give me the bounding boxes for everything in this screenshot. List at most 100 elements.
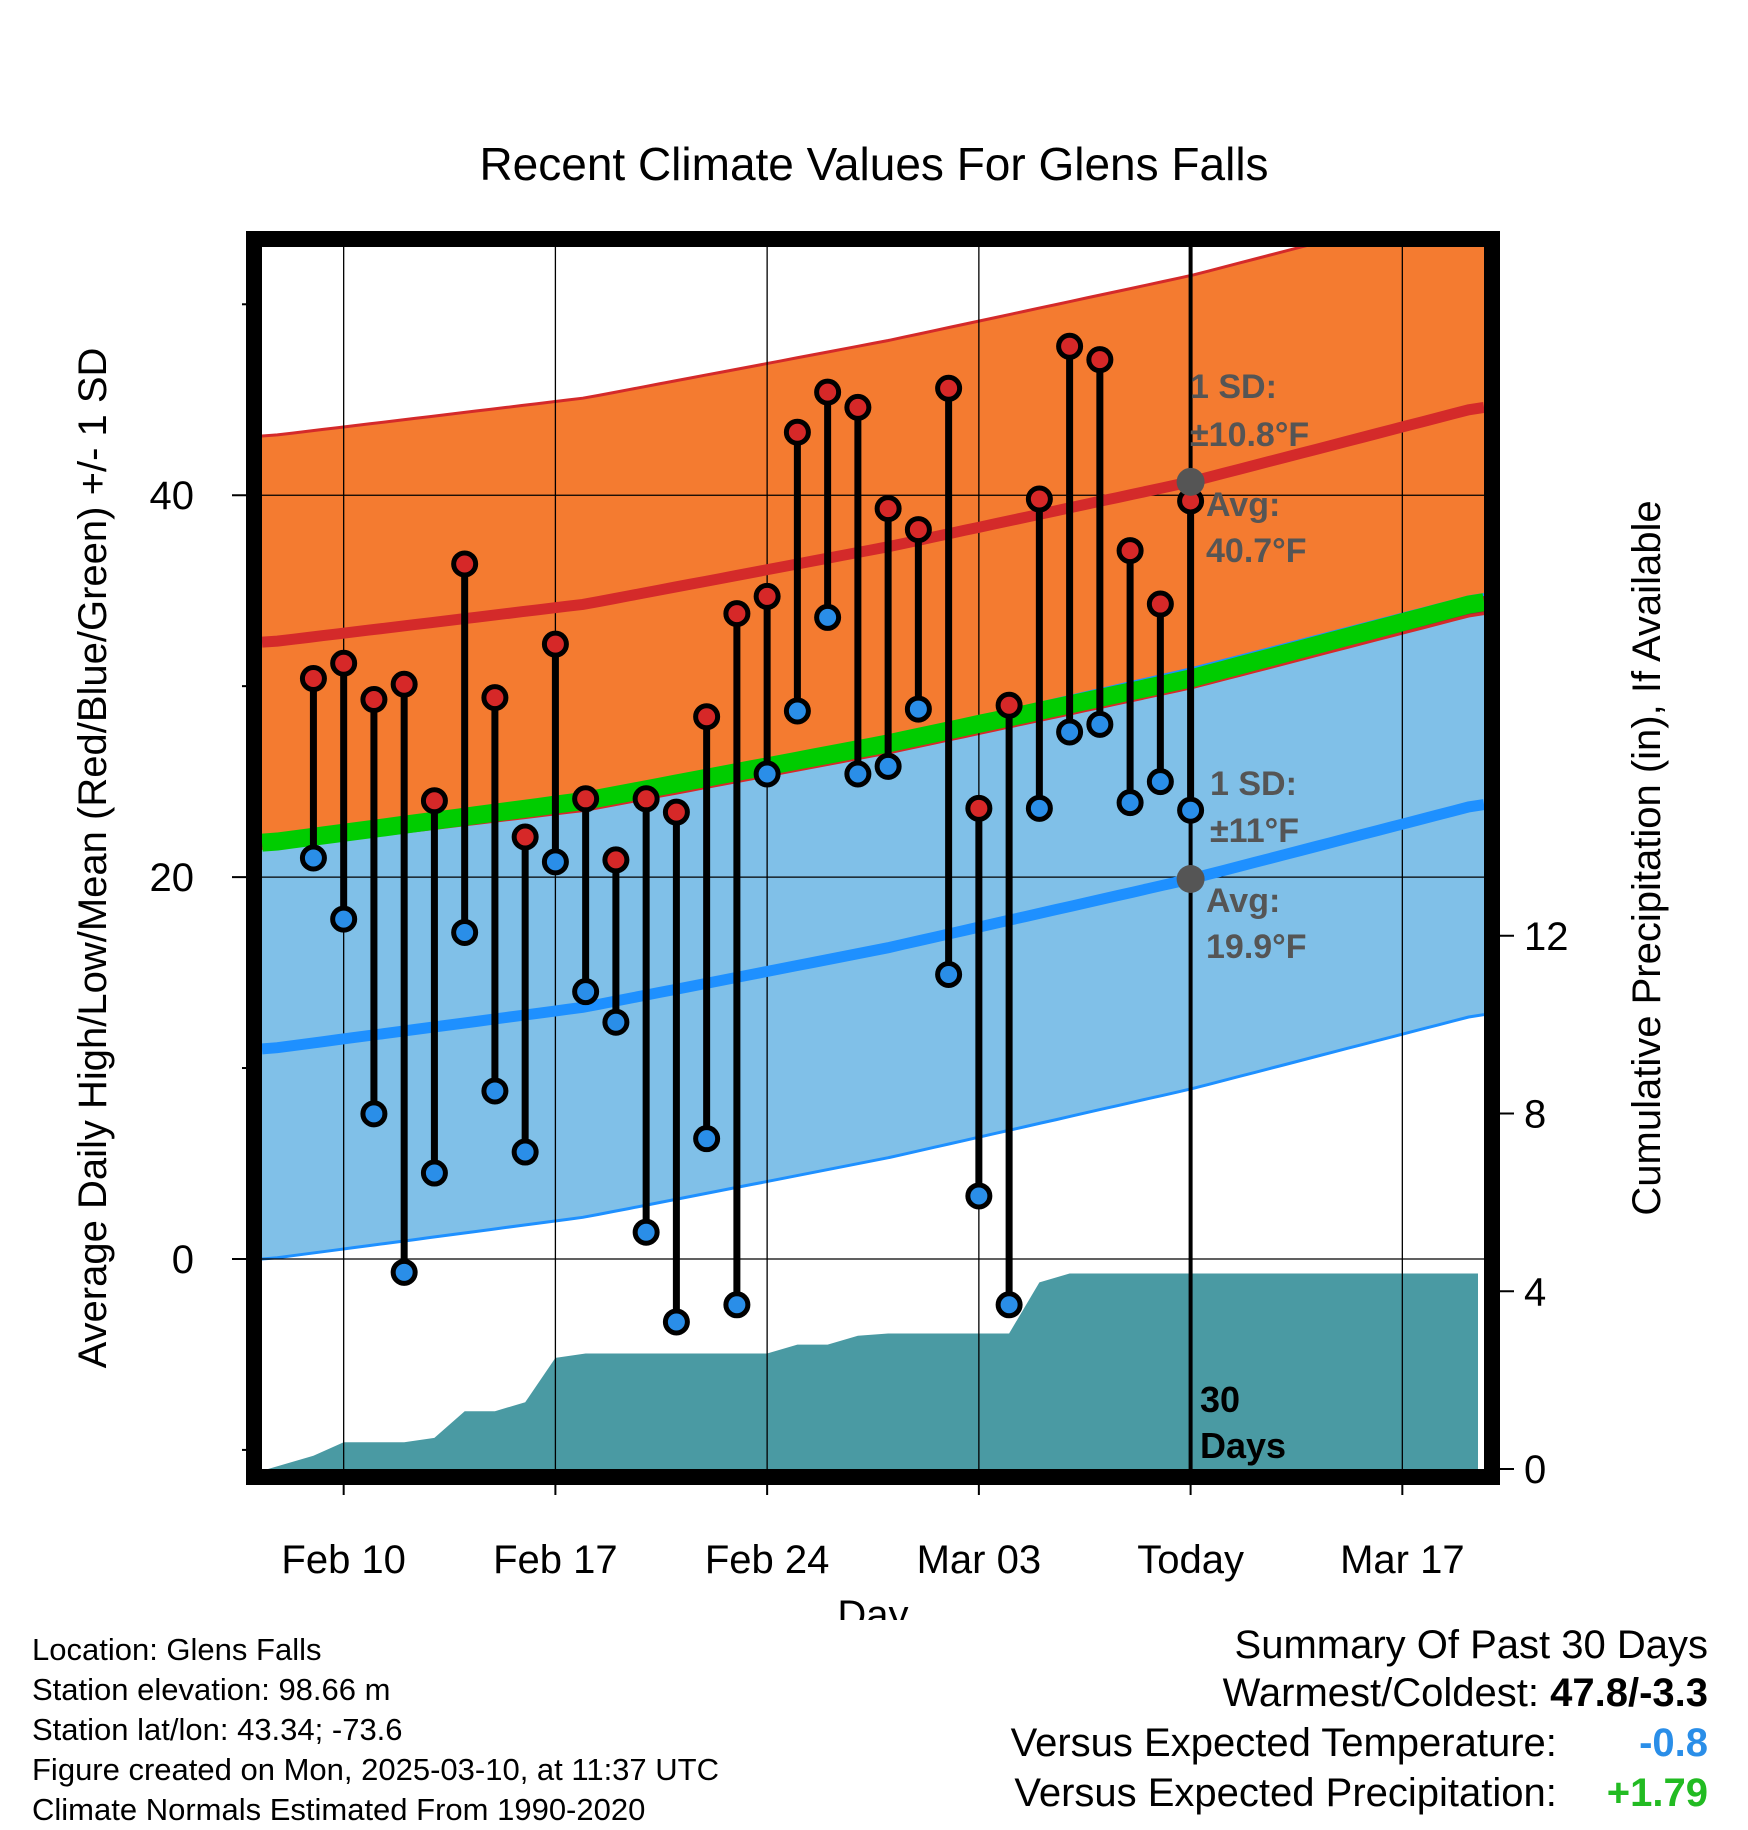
x-tick-label: Mar 17	[1340, 1538, 1465, 1582]
days-count-number: 30	[1200, 1379, 1240, 1420]
high-band-upper-edge	[262, 247, 1308, 438]
daily-high-point	[299, 665, 327, 693]
chart-title: Recent Climate Values For Glens Falls	[479, 138, 1268, 190]
daily-high-point	[783, 418, 811, 446]
summary-heading: Summary Of Past 30 Days	[1234, 1623, 1708, 1667]
daily-low-point	[1177, 796, 1205, 824]
daily-low-point	[904, 695, 932, 723]
x-tick-label: Feb 17	[493, 1538, 618, 1582]
daily-high-point	[965, 794, 993, 822]
daily-high-point	[723, 600, 751, 628]
daily-low-point	[753, 760, 781, 788]
low-sd-label: 1 SD:	[1210, 765, 1297, 803]
x-tick-label: Feb 24	[705, 1538, 830, 1582]
precip-label: Versus Expected Precipitation:	[1014, 1771, 1557, 1815]
y2-tick-label: 12	[1524, 915, 1569, 959]
daily-low-point	[360, 1100, 388, 1128]
y2-tick-label: 0	[1524, 1448, 1546, 1492]
daily-high-point	[1025, 485, 1053, 513]
daily-high-point	[935, 374, 963, 402]
daily-low-point	[874, 752, 902, 780]
daily-high-point	[420, 787, 448, 815]
daily-high-point	[1146, 590, 1174, 618]
daily-low-point	[390, 1258, 418, 1286]
low-avg-label: Avg:	[1206, 882, 1280, 920]
daily-high-point	[390, 670, 418, 698]
daily-low-point	[541, 848, 569, 876]
daily-high-point	[511, 823, 539, 851]
y-tick-label: 20	[150, 856, 195, 900]
daily-low-point	[935, 960, 963, 988]
daily-low-point	[662, 1308, 690, 1336]
daily-high-point	[662, 798, 690, 826]
y2-tick-label: 4	[1524, 1270, 1546, 1314]
high-avg-value: 40.7°F	[1206, 532, 1307, 570]
elevation-text: Station elevation: 98.66 m	[32, 1672, 391, 1707]
daily-high-point	[693, 703, 721, 731]
normals-text: Climate Normals Estimated From 1990-2020	[32, 1792, 646, 1827]
x-tick-label: Today	[1137, 1538, 1244, 1582]
plot-frame	[246, 231, 1500, 1485]
summary-panel: Summary Of Past 30 Days Warmest/Coldest:…	[1011, 1622, 1708, 1818]
daily-low-point	[1025, 794, 1053, 822]
y2-axis-label: Cumulative Precipitation (in), If Availa…	[1625, 500, 1669, 1215]
daily-low-point	[511, 1138, 539, 1166]
daily-low-point	[572, 978, 600, 1006]
daily-range-bars	[299, 332, 1205, 1336]
location-text: Location: Glens Falls	[32, 1632, 322, 1667]
created-text: Figure created on Mon, 2025-03-10, at 11…	[32, 1752, 719, 1787]
summary-warm-cold: Warmest/Coldest: 47.8/-3.3	[1011, 1668, 1708, 1718]
daily-high-point	[602, 846, 630, 874]
daily-high-point	[904, 516, 932, 544]
daily-low-point	[481, 1077, 509, 1105]
high-avg-label: Avg:	[1206, 486, 1280, 524]
daily-low-point	[1086, 710, 1114, 738]
latlon-text: Station lat/lon: 43.34; -73.6	[32, 1712, 403, 1747]
y-tick-label: 40	[150, 474, 195, 518]
daily-high-point	[995, 691, 1023, 719]
daily-high-point	[1086, 346, 1114, 374]
x-tick-label: Mar 03	[917, 1538, 1042, 1582]
high-sd-value: ±10.8°F	[1190, 416, 1309, 454]
daily-low-point	[1146, 768, 1174, 796]
climate-chart: Recent Climate Values For Glens Falls Fe…	[71, 138, 1669, 1620]
high-sd-label: 1 SD:	[1190, 368, 1277, 406]
daily-high-point	[753, 582, 781, 610]
daily-high-point	[360, 686, 388, 714]
low-band-lower-edge	[262, 1013, 1484, 1261]
daily-low-point	[723, 1291, 751, 1319]
y-axis-label: Average Daily High/Low/Mean (Red/Blue/Gr…	[71, 348, 115, 1369]
daily-high-point	[572, 785, 600, 813]
daily-low-point	[844, 760, 872, 788]
daily-high-point	[844, 393, 872, 421]
daily-low-point	[451, 918, 479, 946]
daily-low-point	[995, 1291, 1023, 1319]
daily-low-point	[632, 1218, 660, 1246]
daily-low-point	[330, 905, 358, 933]
normal-low-line	[262, 799, 1484, 1055]
summary-precip: Versus Expected Precipitation: +1.79	[1011, 1768, 1708, 1818]
warm-cold-label: Warmest/Coldest:	[1222, 1671, 1539, 1715]
daily-high-point	[451, 550, 479, 578]
daily-high-point	[1116, 537, 1144, 565]
axes: Feb 10 Feb 17 Feb 24 Mar 03 Today Mar 17 0 20 40…	[150, 303, 1569, 1582]
daily-low-point	[299, 844, 327, 872]
daily-high-point	[874, 495, 902, 523]
x-axis-label: Day	[837, 1593, 908, 1620]
low-avg-value: 19.9°F	[1206, 928, 1307, 966]
daily-high-point	[541, 630, 569, 658]
low-sd-value: ±11°F	[1210, 812, 1299, 850]
cumulative-precipitation-area	[268, 1273, 1478, 1469]
y2-tick-label: 8	[1524, 1093, 1546, 1137]
avg-high-marker	[1176, 467, 1205, 496]
x-tick-label: Feb 10	[281, 1538, 406, 1582]
plot-area	[262, 247, 1484, 1469]
normal-low-sd-band	[262, 594, 1484, 1259]
warm-cold-value: 47.8/-3.3	[1550, 1671, 1708, 1715]
days-count-word: Days	[1200, 1425, 1286, 1466]
avg-low-marker	[1176, 865, 1205, 894]
daily-high-point	[330, 649, 358, 677]
temp-value: -0.8	[1639, 1721, 1708, 1765]
daily-low-point	[602, 1008, 630, 1036]
daily-high-point	[481, 684, 509, 712]
